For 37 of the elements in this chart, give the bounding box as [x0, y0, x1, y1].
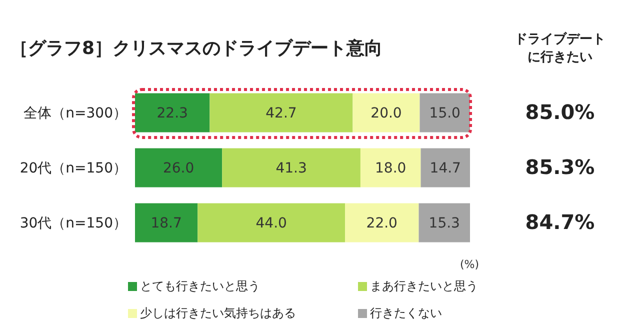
y-tick-label: 全体（n=300）	[24, 105, 127, 122]
bar	[135, 148, 222, 188]
legend-label: 行きたくない	[369, 305, 443, 322]
data-label: 18.0	[375, 160, 406, 177]
bar	[135, 203, 198, 242]
bar	[420, 148, 470, 188]
legend-label: まあ行きたいと思う	[369, 278, 479, 295]
data-label: 22.3	[156, 106, 188, 122]
bar	[345, 203, 419, 242]
text: 84.7%	[524, 210, 596, 234]
data-label: 14.7	[430, 160, 461, 177]
bar	[135, 93, 210, 132]
text: 85.0%	[524, 100, 596, 124]
y-tick-label: 20代（n=150）	[20, 160, 127, 176]
legend-label: 少しは行きたい気持ちはある	[139, 305, 297, 322]
bar	[210, 93, 353, 132]
data-label: 15.0	[429, 106, 460, 122]
data-label: 22.0	[366, 216, 398, 232]
bar	[352, 93, 420, 132]
data-label: 44.0	[256, 216, 287, 232]
bar	[360, 148, 421, 188]
data-label: 15.3	[428, 216, 460, 232]
bar	[222, 148, 360, 188]
data-label: 18.7	[150, 216, 182, 232]
data-label: 41.3	[276, 160, 307, 177]
bar	[420, 93, 470, 132]
bar	[198, 203, 346, 242]
data-label: 26.0	[162, 160, 194, 177]
data-label: 42.7	[266, 106, 297, 122]
legend-label: とても行きたいと思う	[139, 278, 261, 295]
bar	[418, 203, 470, 242]
y-tick-label: 30代（n=150）	[20, 215, 127, 232]
text: 85.3%	[524, 154, 596, 178]
data-label: 20.0	[370, 106, 402, 122]
text: (%)	[460, 258, 480, 271]
text: ドライブデートに行きたい	[514, 30, 606, 66]
chart-title: ［グラフ8］クリスマスのドライブデート意向	[10, 37, 383, 60]
